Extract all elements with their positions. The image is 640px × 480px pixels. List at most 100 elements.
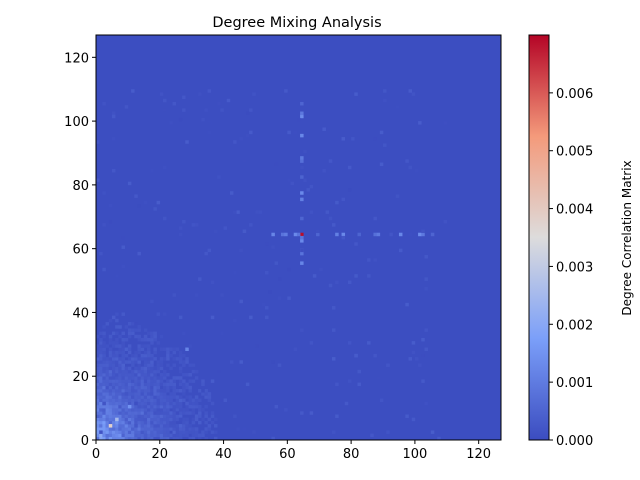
heatmap-cell — [96, 178, 100, 182]
heatmap-cell — [252, 92, 256, 96]
heatmap-cell — [111, 392, 116, 396]
heatmap-cell — [147, 379, 151, 383]
heatmap-cell — [121, 350, 125, 355]
heatmap-cell — [115, 404, 119, 409]
heatmap-cell — [102, 344, 106, 348]
heatmap-cell — [182, 430, 186, 434]
heatmap-cell — [182, 408, 186, 412]
heatmap-cell — [274, 261, 279, 265]
heatmap-cell — [143, 382, 148, 387]
heatmap-cell — [150, 433, 154, 438]
heatmap-cell — [108, 334, 113, 339]
heatmap-cell — [118, 398, 122, 403]
heatmap-cell — [127, 388, 132, 393]
heatmap-cell — [182, 108, 186, 112]
heatmap-cell — [178, 376, 183, 380]
heatmap-cell — [159, 414, 164, 418]
heatmap-cell — [115, 395, 119, 399]
heatmap-cell — [134, 388, 138, 393]
heatmap-cell — [143, 379, 148, 383]
colorbar-tick-label: 0.000 — [556, 434, 593, 449]
heatmap-cell — [127, 331, 132, 336]
heatmap-cell — [162, 347, 167, 352]
heatmap-cell — [121, 382, 125, 387]
heatmap-cell — [182, 363, 186, 367]
heatmap-cell — [175, 408, 180, 412]
heatmap-cell — [194, 293, 199, 297]
heatmap-cell — [220, 293, 224, 297]
heatmap-cell — [134, 420, 138, 425]
heatmap-cell — [255, 210, 259, 214]
heatmap-cell — [111, 315, 116, 320]
heatmap-cell — [178, 366, 183, 371]
heatmap-cell — [421, 232, 425, 237]
heatmap-cell — [153, 382, 157, 387]
heatmap-cell — [108, 385, 113, 390]
heatmap-cell — [115, 417, 119, 422]
heatmap-cell — [182, 398, 186, 403]
heatmap-cell — [162, 373, 167, 377]
heatmap-cell — [147, 337, 151, 342]
heatmap-cell — [137, 376, 141, 380]
heatmap-cell — [115, 430, 119, 434]
heatmap-cell — [265, 270, 269, 275]
heatmap-cell — [166, 398, 170, 403]
heatmap-cell — [191, 404, 196, 409]
heatmap-cell — [178, 433, 183, 438]
heatmap-cell — [99, 395, 103, 399]
heatmap-cell — [96, 373, 100, 377]
heatmap-cell — [159, 436, 164, 441]
heatmap-cell — [159, 357, 164, 361]
heatmap-cell — [185, 140, 189, 144]
heatmap-cell — [131, 427, 135, 431]
heatmap-cell — [102, 366, 106, 371]
heatmap-cell — [162, 404, 167, 409]
heatmap-cell — [198, 404, 202, 409]
heatmap-cell — [115, 420, 119, 425]
heatmap-cell — [115, 357, 119, 361]
heatmap-cell — [143, 334, 148, 339]
heatmap-cell — [351, 137, 355, 141]
heatmap-cell — [121, 430, 125, 434]
heatmap-cell — [172, 385, 177, 390]
heatmap-cell — [147, 331, 151, 336]
heatmap-cell — [159, 401, 164, 406]
heatmap-cell — [124, 401, 129, 406]
heatmap-cell — [111, 411, 116, 415]
heatmap-cell — [201, 433, 205, 438]
heatmap-cell — [124, 408, 129, 412]
heatmap-cell — [430, 430, 435, 434]
heatmap-cell — [140, 347, 145, 352]
heatmap-cell — [150, 379, 154, 383]
heatmap-cell — [99, 341, 103, 345]
heatmap-cell — [204, 395, 208, 399]
heatmap-cell — [111, 427, 116, 431]
heatmap-cell — [99, 366, 103, 371]
heatmap-cell — [172, 411, 177, 415]
heatmap-cell — [137, 382, 141, 387]
heatmap-cell — [290, 181, 295, 186]
heatmap-cell — [140, 420, 145, 425]
heatmap-cell — [414, 168, 419, 173]
heatmap-cell — [210, 411, 215, 415]
heatmap-cell — [150, 398, 154, 403]
heatmap-cell — [207, 392, 212, 396]
heatmap-cell — [137, 373, 141, 377]
heatmap-cell — [172, 433, 177, 438]
heatmap-cell — [137, 427, 141, 431]
heatmap-cell — [198, 408, 202, 412]
heatmap-cell — [159, 360, 164, 364]
heatmap-cell — [118, 373, 122, 377]
heatmap-cell — [233, 210, 237, 214]
heatmap-cell — [398, 232, 403, 237]
heatmap-cell — [124, 373, 129, 377]
heatmap-cell — [207, 417, 212, 422]
heatmap-cell — [124, 433, 129, 438]
heatmap-cell — [102, 401, 106, 406]
heatmap-cell — [127, 414, 132, 418]
heatmap-cell — [373, 232, 377, 237]
heatmap-cell — [156, 404, 161, 409]
heatmap-cell — [140, 404, 145, 409]
heatmap-cell — [111, 366, 116, 371]
heatmap-cell — [115, 408, 119, 412]
